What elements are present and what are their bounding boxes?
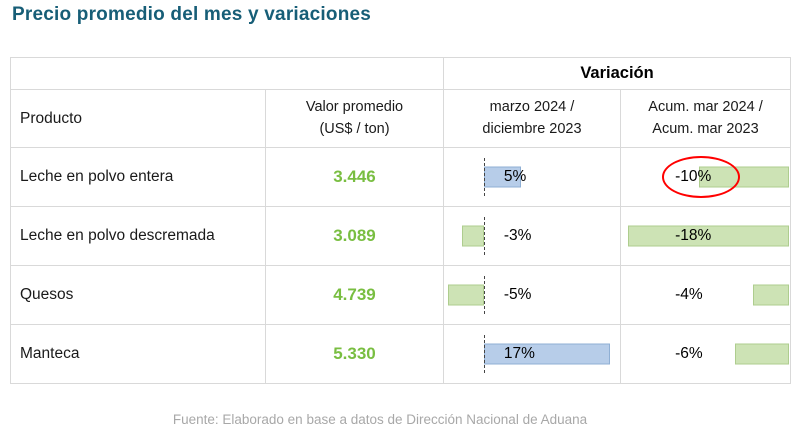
product-name: Leche en polvo entera [10, 147, 266, 207]
empty-header-cell [10, 57, 444, 90]
var2-cell: -10% [620, 147, 791, 207]
var1-header-line1: marzo 2024 / [489, 99, 575, 116]
product-name: Quesos [10, 265, 266, 325]
axis-line [484, 276, 486, 314]
header-row-variation: Variación [10, 57, 791, 90]
var1-cell: -3% [443, 206, 621, 266]
databar-container: -6% [621, 326, 790, 383]
value-header-line2: (US$ / ton) [319, 120, 390, 137]
avg-value: 4.739 [265, 265, 444, 325]
product-name: Manteca [10, 324, 266, 384]
value-header-line1: Valor promedio [305, 99, 404, 116]
var1-cell: -5% [443, 265, 621, 325]
avg-value: 5.330 [265, 324, 444, 384]
axis-line [484, 158, 486, 196]
databar-container: -10% [621, 149, 790, 206]
var1-cell: 5% [443, 147, 621, 207]
var1-column-header: marzo 2024 / diciembre 2023 [443, 89, 621, 148]
databar-container: -3% [444, 208, 620, 265]
var1-value: -3% [503, 227, 532, 244]
header-row-columns: Producto Valor promedio (US$ / ton) marz… [10, 89, 791, 148]
product-column-header: Producto [10, 89, 266, 148]
variation-header: Variación [443, 57, 791, 90]
databar-container: -4% [621, 267, 790, 324]
var2-cell: -18% [620, 206, 791, 266]
product-name: Leche en polvo descremada [10, 206, 266, 266]
var1-value: 17% [503, 345, 535, 362]
table-row: Manteca 5.330 17% -6% [10, 324, 791, 384]
var1-value: -5% [503, 286, 532, 303]
var2-header-line1: Acum. mar 2024 / [648, 99, 763, 116]
var2-value: -18% [675, 227, 712, 244]
highlight-circle [661, 156, 740, 198]
data-bar [447, 284, 485, 306]
table-row: Leche en polvo descremada 3.089 -3% -18% [10, 206, 791, 266]
var1-header-line2: diciembre 2023 [482, 120, 582, 137]
var2-value: -4% [675, 286, 703, 303]
axis-line [484, 217, 486, 255]
table-row: Quesos 4.739 -5% -4% [10, 265, 791, 325]
databar-container: 17% [444, 326, 620, 383]
page-title: Precio promedio del mes y variaciones [12, 4, 372, 25]
var2-header-line2: Acum. mar 2023 [652, 120, 759, 137]
table-row: Leche en polvo entera 3.446 5% -10% [10, 147, 791, 207]
avg-value: 3.446 [265, 147, 444, 207]
data-bar [627, 225, 789, 247]
databar-container: 5% [444, 149, 620, 206]
var2-cell: -4% [620, 265, 791, 325]
var2-cell: -6% [620, 324, 791, 384]
source-note: Fuente: Elaborado en base a datos de Dir… [172, 412, 588, 427]
value-column-header: Valor promedio (US$ / ton) [265, 89, 444, 148]
var2-value: -6% [675, 345, 703, 362]
data-bar [462, 225, 485, 247]
axis-line [484, 335, 486, 373]
price-variation-table: Variación Producto Valor promedio (US$ /… [10, 57, 791, 384]
databar-container: -18% [621, 208, 790, 265]
var1-value: 5% [503, 168, 527, 185]
var1-cell: 17% [443, 324, 621, 384]
avg-value: 3.089 [265, 206, 444, 266]
databar-container: -5% [444, 267, 620, 324]
data-bar [753, 284, 789, 306]
var2-column-header: Acum. mar 2024 / Acum. mar 2023 [620, 89, 791, 148]
data-bar [735, 343, 789, 365]
